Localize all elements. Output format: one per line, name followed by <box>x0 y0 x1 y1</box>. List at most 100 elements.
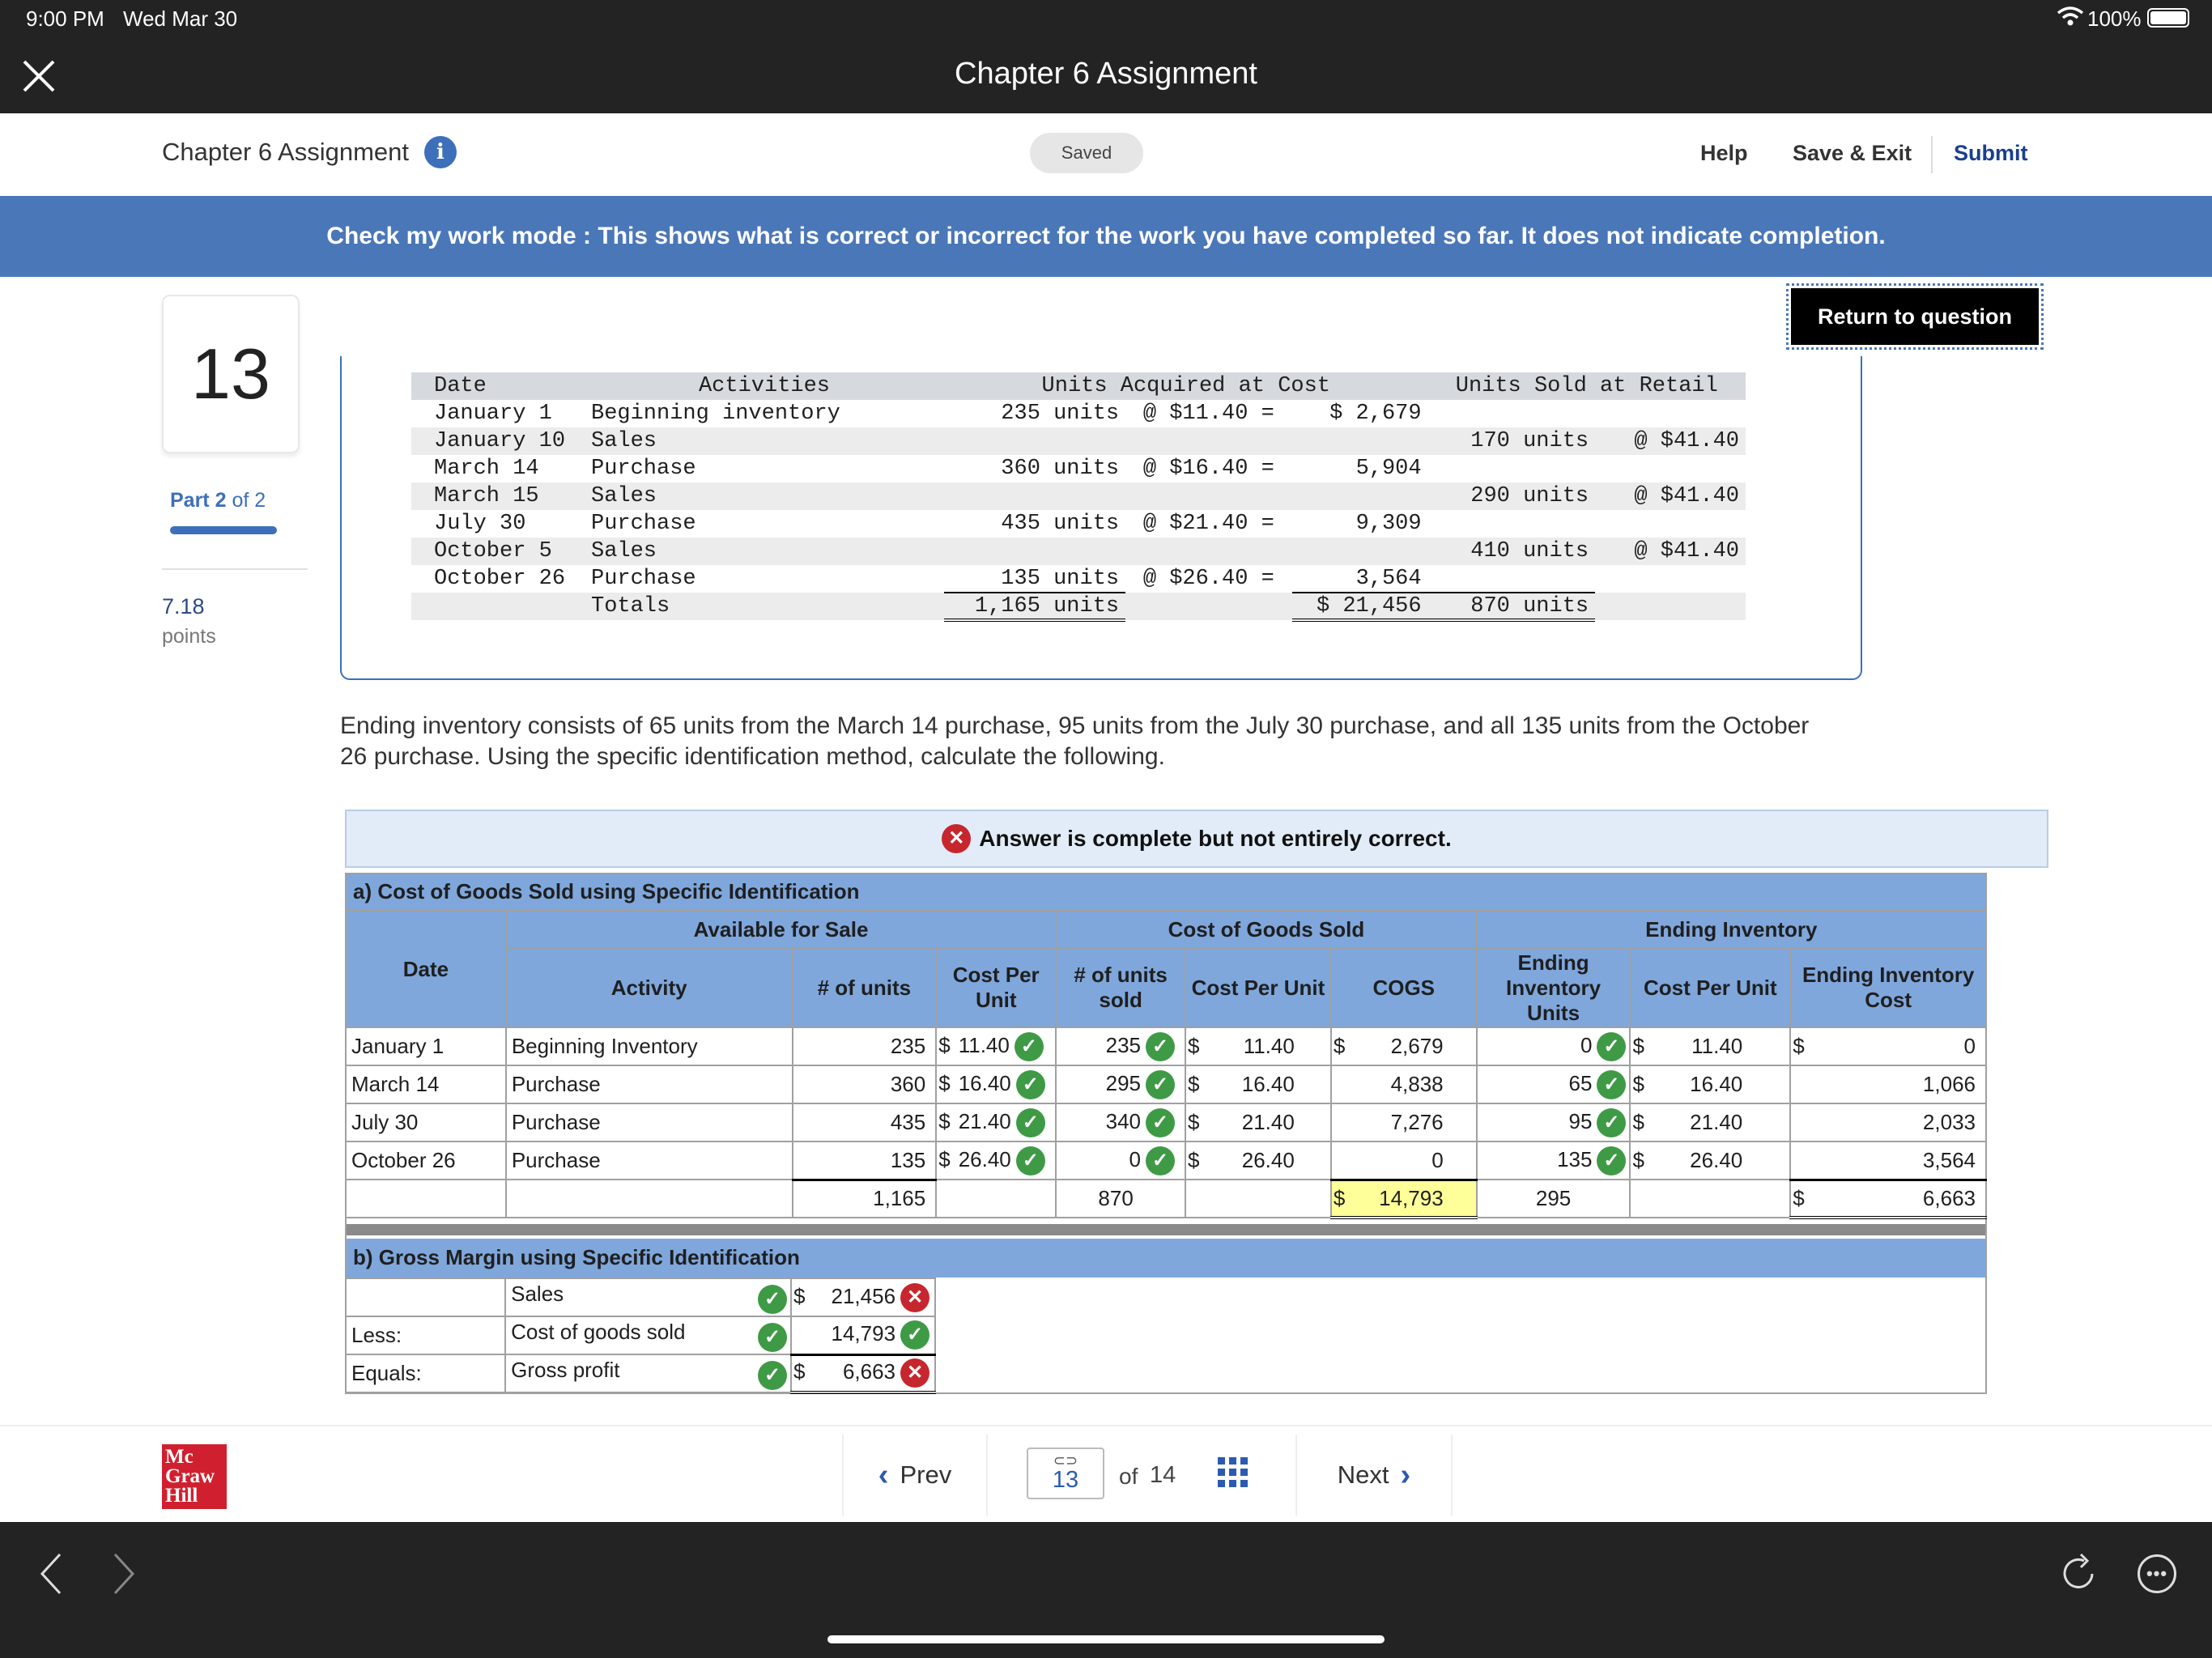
units-sold-cell[interactable]: 235 ✓ <box>1055 1027 1187 1066</box>
help-link[interactable]: Help <box>1700 141 1748 165</box>
legacy-table-row: October 26 Purchase 135 units @ $26.40 = 3,5… <box>411 565 1746 593</box>
check-my-work-banner: Check my work mode : This shows what is … <box>0 196 2212 277</box>
ending-units-value: 65 <box>1568 1070 1593 1095</box>
legacy-sold-units: 410 units <box>1427 538 1596 565</box>
units-sold-value: 295 <box>1105 1070 1142 1095</box>
cost-per-unit-dollar: $ <box>938 1108 951 1133</box>
correct-check-icon: ✓ <box>1015 1069 1045 1099</box>
cogs-totals-row: 1,165 870 $ 14,793 295 $ 6,663 <box>345 1178 1987 1219</box>
units-sold-cell[interactable]: 0 ✓ <box>1055 1141 1187 1180</box>
grid-icon[interactable] <box>1218 1457 1249 1492</box>
cost-per-unit-cell[interactable]: $26.40 ✓ <box>935 1141 1057 1180</box>
cost-per-unit-dollar: $ <box>938 1032 951 1057</box>
cogs-cost-per-unit-cell: $26.40 <box>1185 1141 1332 1180</box>
forward-arrow-icon[interactable] <box>112 1553 136 1599</box>
ending-cost-per-unit-cell: $26.40 <box>1629 1141 1792 1180</box>
activity-cell: Purchase <box>504 1103 793 1142</box>
part-of: of 2 <box>232 489 266 512</box>
total-ending-units[interactable]: 295 <box>1475 1179 1631 1218</box>
ending-units-cell[interactable]: 65 ✓ <box>1475 1065 1631 1104</box>
correct-check-icon: ✓ <box>758 1284 788 1314</box>
cost-per-unit-dollar: $ <box>938 1070 951 1095</box>
legacy-sold-price: @ $41.40 <box>1595 427 1746 455</box>
sidebar-divider <box>162 568 308 570</box>
gross-margin-label-text: Cost of goods sold <box>511 1319 686 1344</box>
legacy-activity: Sales <box>585 538 944 565</box>
ending-cost-cell: 1,066 <box>1789 1065 1987 1104</box>
cogs-value: 0 <box>1431 1147 1444 1172</box>
units-cell: 435 <box>791 1103 938 1142</box>
reload-icon[interactable] <box>2060 1553 2099 1597</box>
assignment-header: Chapter 6 Assignment i Saved Help Save &… <box>0 113 2212 196</box>
correct-check-icon: ✓ <box>1146 1146 1176 1175</box>
next-label: Next <box>1337 1460 1389 1489</box>
legacy-sold-units <box>1428 565 1596 593</box>
gross-margin-prefix: Equals: <box>344 1354 507 1393</box>
legacy-acquired-price <box>1125 483 1292 510</box>
points-value: 7.18 <box>162 594 205 619</box>
gross-margin-label[interactable]: Sales ✓ <box>504 1278 793 1317</box>
legacy-acquired-price: @ $21.40 = <box>1142 512 1274 536</box>
gross-margin-value-cell[interactable]: 14,793 ✓ <box>790 1316 936 1355</box>
correct-check-icon: ✓ <box>1597 1146 1627 1175</box>
submit-link[interactable]: Submit <box>1954 141 2028 165</box>
saved-badge: Saved <box>1030 133 1143 173</box>
correct-check-icon: ✓ <box>1597 1107 1627 1137</box>
chevron-right-icon: › <box>1400 1457 1411 1492</box>
close-icon[interactable] <box>21 58 57 98</box>
date-cell: July 30 <box>345 1103 507 1142</box>
ending-units-cell[interactable]: 135 ✓ <box>1475 1141 1631 1180</box>
cost-per-unit-cell[interactable]: $11.40 ✓ <box>935 1027 1057 1066</box>
col-header-date: Date <box>345 910 507 1028</box>
date-cell: March 14 <box>345 1065 507 1104</box>
return-to-question-button[interactable]: Return to question <box>1786 283 2044 350</box>
gross-margin-label[interactable]: Cost of goods sold ✓ <box>504 1316 793 1355</box>
question-number-card: 13 <box>162 295 300 453</box>
gross-margin-value-cell[interactable]: $6,663 ✕ <box>790 1353 936 1394</box>
total-units-sold[interactable]: 870 <box>1055 1179 1187 1218</box>
col-header-ending-units: Ending Inventory Units <box>1475 947 1631 1028</box>
legacy-date: March 14 <box>434 457 539 481</box>
logo-line-2: Graw <box>165 1465 215 1487</box>
correct-check-icon: ✓ <box>1014 1031 1044 1061</box>
gross-margin-table: Sales ✓ $21,456 ✕ Less: Cost of goods sold ✓ 14… <box>344 1278 936 1394</box>
cogs-cpu-dollar: $ <box>1188 1110 1200 1134</box>
total-ending-cost[interactable]: $ 6,663 <box>1789 1178 1987 1219</box>
total-units[interactable]: 1,165 <box>791 1178 938 1218</box>
incorrect-x-icon: ✕ <box>900 1282 930 1312</box>
ending-units-cell[interactable]: 0 ✓ <box>1475 1027 1631 1066</box>
save-exit-link[interactable]: Save & Exit <box>1793 141 1912 165</box>
gross-margin-label[interactable]: Gross profit ✓ <box>504 1354 793 1393</box>
back-arrow-icon[interactable] <box>39 1553 63 1599</box>
units-sold-cell[interactable]: 295 ✓ <box>1055 1065 1187 1104</box>
next-button[interactable]: Next › <box>1295 1435 1453 1516</box>
prev-button[interactable]: ‹ Prev <box>842 1435 988 1516</box>
units-sold-value: 0 <box>1129 1146 1142 1171</box>
units-sold-cell[interactable]: 340 ✓ <box>1055 1103 1187 1142</box>
part-indicator[interactable]: Part 2 of 2 <box>170 489 266 512</box>
ending-units-cell[interactable]: 95 ✓ <box>1475 1103 1631 1142</box>
cost-per-unit-value: 26.40 <box>958 1146 1011 1171</box>
date-cell: October 26 <box>345 1141 507 1180</box>
gross-margin-prefix: Less: <box>344 1316 507 1355</box>
cost-per-unit-cell[interactable]: $21.40 ✓ <box>935 1103 1057 1142</box>
total-ending-cost-value: 6,663 <box>1922 1185 1976 1210</box>
legacy-acquired-price: @ $11.40 = <box>1142 402 1274 426</box>
info-icon[interactable]: i <box>424 136 457 168</box>
mcgraw-hill-logo: Mc Graw Hill <box>162 1444 227 1509</box>
cost-per-unit-cell[interactable]: $16.40 ✓ <box>935 1065 1057 1104</box>
correct-check-icon: ✓ <box>1015 1146 1045 1175</box>
legacy-header-activities: Activities <box>698 374 831 398</box>
cogs-dollar <box>1332 1072 1334 1096</box>
gross-margin-value-cell[interactable]: $21,456 ✕ <box>790 1278 936 1317</box>
legacy-sold-units <box>1428 455 1596 483</box>
cost-per-unit-value: 21.40 <box>958 1108 1011 1133</box>
more-options-icon[interactable]: ••• <box>2138 1554 2176 1593</box>
wifi-icon <box>2057 5 2084 32</box>
col-header-activity: Activity <box>504 947 793 1028</box>
link-icon: ⊂⊃ <box>1053 1452 1078 1469</box>
banner-text: Check my work mode : This shows what is … <box>326 223 1886 249</box>
total-cogs[interactable]: $ 14,793 <box>1329 1178 1478 1219</box>
legacy-acquired-cost <box>1291 483 1428 510</box>
page-number-box[interactable]: ⊂⊃ 13 <box>1027 1448 1104 1499</box>
